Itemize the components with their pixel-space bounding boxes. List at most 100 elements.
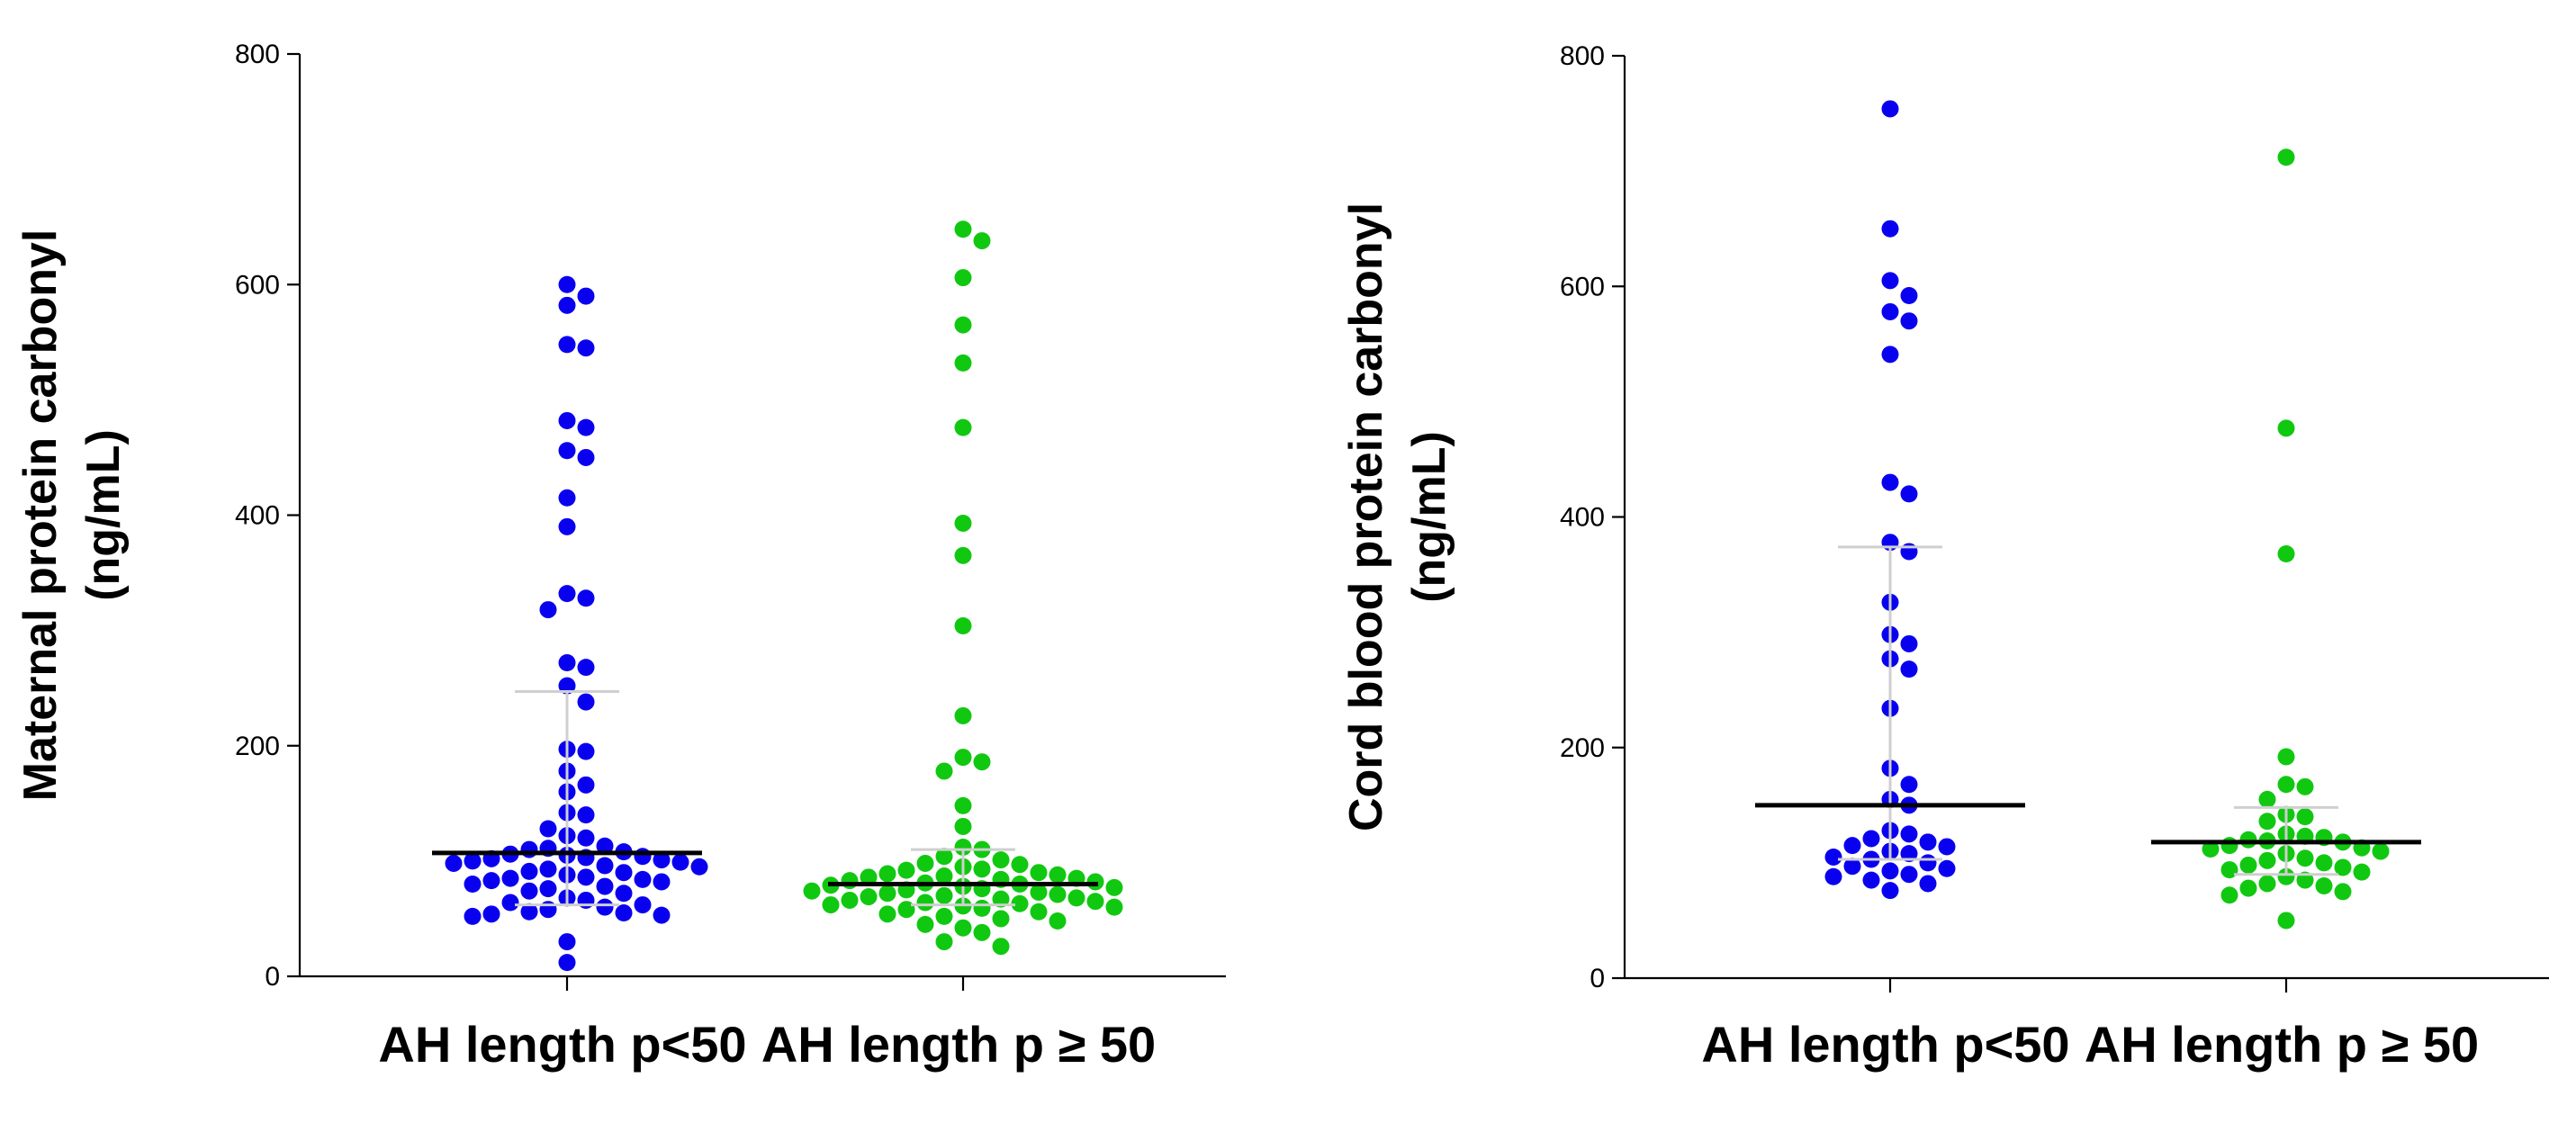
data-point: [1049, 885, 1067, 903]
data-point: [1824, 867, 1842, 885]
data-point: [935, 867, 953, 885]
data-point: [539, 820, 557, 838]
data-point: [1900, 543, 1918, 561]
data-point: [558, 954, 576, 972]
data-point: [2315, 854, 2333, 872]
data-point: [577, 659, 595, 677]
data-point: [690, 858, 708, 876]
data-point: [577, 891, 595, 909]
data-point: [2296, 808, 2314, 826]
data-point: [935, 907, 953, 925]
data-point: [501, 869, 519, 887]
data-point: [1919, 875, 1937, 893]
data-point: [916, 854, 934, 872]
y-axis-title: Maternal protein carbonyl (ng/mL): [14, 229, 130, 802]
data-point: [596, 898, 614, 916]
data-point: [1049, 912, 1067, 930]
data-point: [596, 837, 614, 855]
y-axis-title-line: (ng/mL): [1403, 431, 1455, 603]
data-point: [954, 839, 972, 856]
data-point: [954, 706, 972, 724]
data-point: [520, 882, 538, 900]
data-point: [2277, 748, 2295, 766]
data-point: [1881, 473, 1899, 491]
data-point: [992, 851, 1010, 869]
data-point: [2372, 842, 2390, 860]
data-point: [2277, 912, 2295, 930]
data-point: [577, 693, 595, 711]
panel-cord-blood: 0 200 400 600 800 Cord blood protein carbonyl…: [1340, 41, 2549, 1073]
data-point: [1900, 866, 1918, 884]
data-point: [897, 901, 915, 919]
data-point: [1843, 837, 1861, 855]
data-point: [2239, 879, 2257, 897]
data-point: [653, 851, 671, 869]
data-point: [1862, 830, 1880, 848]
data-point: [2296, 777, 2314, 795]
data-point: [501, 894, 519, 912]
data-point: [577, 829, 595, 847]
data-point: [935, 886, 953, 904]
data-point: [954, 919, 972, 937]
data-point: [2220, 886, 2238, 904]
data-point: [1843, 858, 1861, 876]
data-point: [1862, 871, 1880, 889]
category-label: AH length p ≥ 50: [761, 1016, 1156, 1073]
data-point: [935, 762, 953, 780]
data-point: [539, 601, 557, 619]
data-point: [539, 860, 557, 878]
data-point: [1881, 882, 1899, 900]
y-tick-label: 400: [235, 501, 280, 531]
data-point: [860, 888, 878, 906]
data-point: [464, 876, 482, 893]
data-point: [2239, 856, 2257, 874]
data-point: [954, 514, 972, 532]
data-point: [954, 817, 972, 835]
data-point: [577, 742, 595, 760]
data-point: [2258, 851, 2276, 869]
data-point: [2334, 883, 2352, 901]
data-point: [577, 418, 595, 436]
data-point: [482, 872, 500, 890]
data-point: [973, 899, 991, 917]
data-point: [954, 796, 972, 814]
data-point: [2296, 871, 2314, 889]
data-point: [1881, 272, 1899, 290]
data-point: [973, 923, 991, 941]
data-point: [992, 938, 1010, 956]
data-point: [482, 905, 500, 923]
data-point: [1900, 312, 1918, 330]
data-point: [1824, 848, 1842, 866]
data-point: [2258, 790, 2276, 808]
data-point: [1881, 302, 1899, 320]
data-point: [1049, 866, 1067, 884]
data-point: [954, 220, 972, 238]
data-point: [615, 864, 633, 882]
data-point: [1881, 862, 1899, 880]
data-point: [1919, 833, 1937, 851]
data-point: [1067, 889, 1085, 907]
data-point: [803, 882, 821, 900]
y-tick-label: 0: [265, 962, 280, 992]
data-point: [558, 677, 576, 695]
data-point: [1919, 854, 1937, 872]
data-point: [973, 753, 991, 771]
data-point: [558, 489, 576, 507]
data-point: [1900, 776, 1918, 794]
data-point: [916, 894, 934, 912]
data-point: [878, 885, 896, 903]
data-point: [558, 336, 576, 354]
data-point: [954, 546, 972, 564]
data-point: [860, 868, 878, 886]
data-point: [1900, 287, 1918, 304]
y-tick-label: 600: [1560, 272, 1605, 301]
data-point: [2277, 148, 2295, 166]
data-point: [1900, 660, 1918, 678]
data-point: [520, 862, 538, 880]
data-point: [577, 589, 595, 607]
y-tick-label: 800: [235, 40, 280, 69]
data-point: [954, 316, 972, 334]
data-point: [558, 654, 576, 671]
data-point: [935, 848, 953, 866]
data-point: [2277, 419, 2295, 437]
